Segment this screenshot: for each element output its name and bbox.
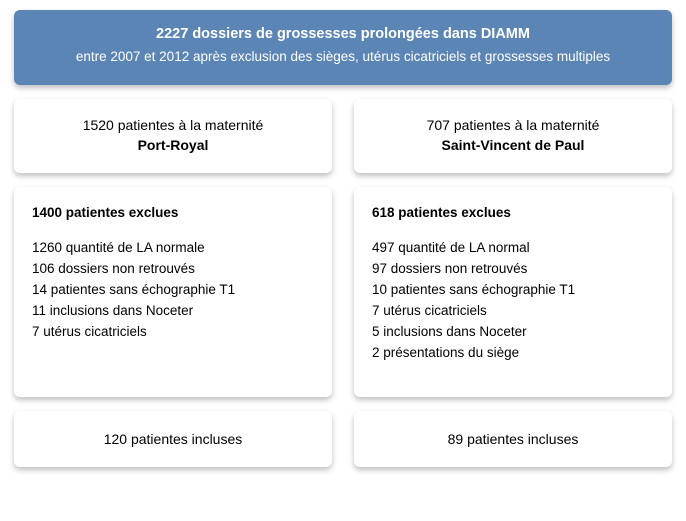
site-name-right: Saint-Vincent de Paul bbox=[364, 135, 662, 155]
exclusion-reason: 7 utérus cicatriciels bbox=[32, 322, 314, 343]
exclusion-reason: 5 inclusions dans Noceter bbox=[372, 322, 654, 343]
exclusion-reason: 14 patientes sans échographie T1 bbox=[32, 280, 314, 301]
site-box-right: 707 patientes à la maternité Saint-Vince… bbox=[354, 99, 672, 174]
column-right: 707 patientes à la maternité Saint-Vince… bbox=[354, 99, 672, 468]
column-left: 1520 patientes à la maternité Port-Royal… bbox=[14, 99, 332, 468]
excluded-reasons-left: 1260 quantité de LA normale106 dossiers … bbox=[32, 238, 314, 343]
excluded-reasons-right: 497 quantité de LA normal97 dossiers non… bbox=[372, 238, 654, 364]
excluded-box-right: 618 patientes exclues 497 quantité de LA… bbox=[354, 187, 672, 397]
site-count-right: 707 patientes à la maternité bbox=[364, 115, 662, 135]
exclusion-reason: 2 présentations du siège bbox=[372, 343, 654, 364]
excluded-box-left: 1400 patientes exclues 1260 quantité de … bbox=[14, 187, 332, 397]
included-box-right: 89 patientes incluses bbox=[354, 411, 672, 467]
site-box-left: 1520 patientes à la maternité Port-Royal bbox=[14, 99, 332, 174]
header-subtitle: entre 2007 et 2012 après exclusion des s… bbox=[32, 47, 654, 67]
included-count-right: 89 patientes incluses bbox=[448, 431, 579, 447]
excluded-title-right: 618 patientes exclues bbox=[372, 203, 654, 224]
header-title: 2227 dossiers de grossesses prolongées d… bbox=[32, 24, 654, 45]
exclusion-reason: 7 utérus cicatriciels bbox=[372, 301, 654, 322]
columns-container: 1520 patientes à la maternité Port-Royal… bbox=[14, 99, 672, 468]
included-count-left: 120 patientes incluses bbox=[104, 431, 243, 447]
excluded-title-left: 1400 patientes exclues bbox=[32, 203, 314, 224]
site-name-left: Port-Royal bbox=[24, 135, 322, 155]
header-box: 2227 dossiers de grossesses prolongées d… bbox=[14, 10, 672, 85]
exclusion-reason: 106 dossiers non retrouvés bbox=[32, 259, 314, 280]
exclusion-reason: 1260 quantité de LA normale bbox=[32, 238, 314, 259]
exclusion-reason: 497 quantité de LA normal bbox=[372, 238, 654, 259]
included-box-left: 120 patientes incluses bbox=[14, 411, 332, 467]
exclusion-reason: 10 patientes sans échographie T1 bbox=[372, 280, 654, 301]
site-count-left: 1520 patientes à la maternité bbox=[24, 115, 322, 135]
exclusion-reason: 97 dossiers non retrouvés bbox=[372, 259, 654, 280]
exclusion-reason: 11 inclusions dans Noceter bbox=[32, 301, 314, 322]
